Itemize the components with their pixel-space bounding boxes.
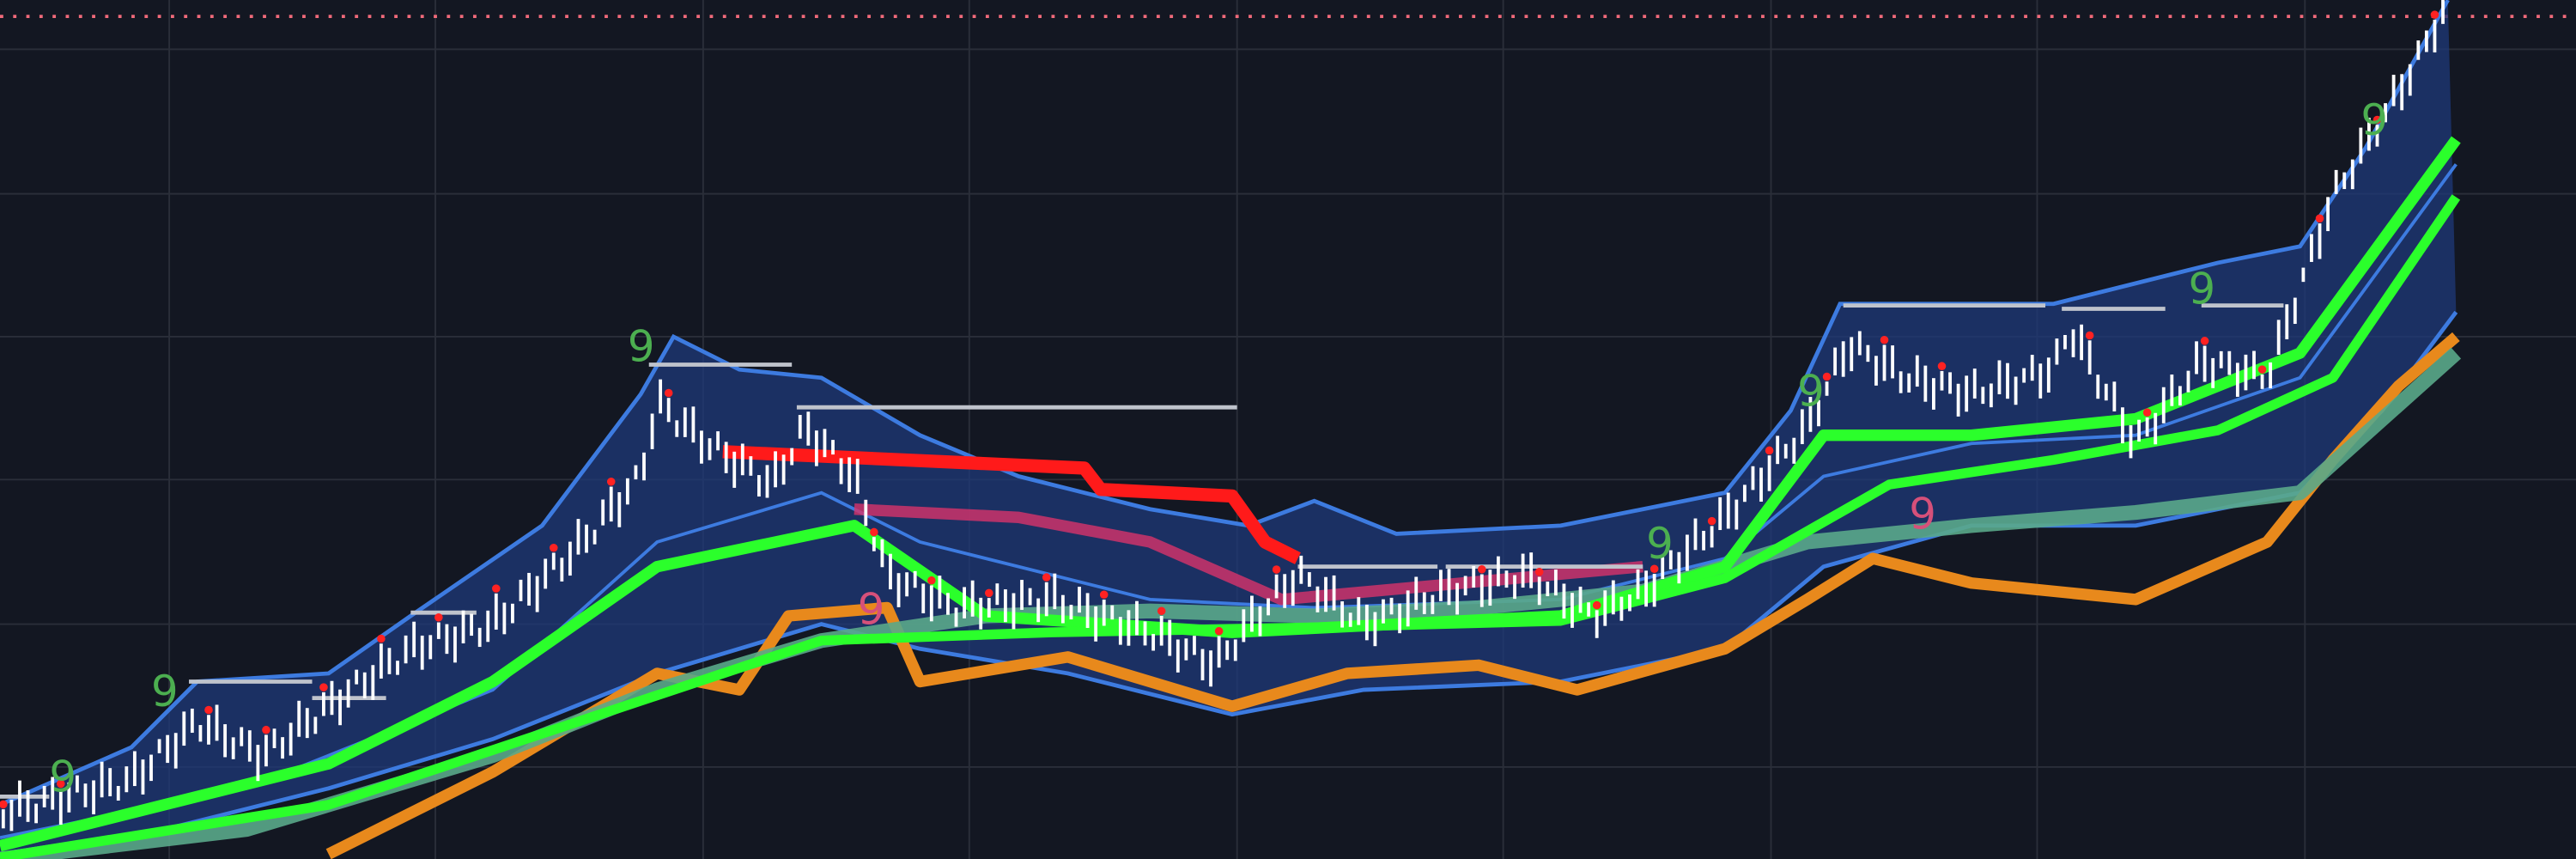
signal-dot — [1937, 362, 1947, 370]
count-marker: 9 — [1797, 366, 1825, 416]
signal-dot — [1765, 446, 1774, 455]
signal-dot — [377, 634, 386, 643]
candles — [0, 0, 2445, 832]
count-marker: 9 — [1646, 519, 1674, 569]
signal-dot — [549, 543, 558, 552]
green-line-2 — [0, 194, 2461, 859]
signal-dot — [1214, 626, 1224, 636]
red-line — [722, 445, 1301, 564]
signal-dot — [2085, 331, 2094, 340]
signal-dot — [57, 779, 65, 789]
signal-dot — [1157, 606, 1166, 616]
signal-dot — [1592, 600, 1601, 610]
signal-dot — [2142, 408, 2152, 417]
signal-dot — [492, 584, 501, 593]
signal-dot — [2200, 337, 2209, 345]
signal-dot — [2315, 214, 2324, 223]
signal-dot — [319, 683, 328, 691]
pink-line — [854, 503, 1643, 606]
count-marker: 9 — [2360, 95, 2388, 145]
signal-dot — [2372, 115, 2382, 125]
signal-dot — [664, 388, 673, 398]
signal-dot — [1534, 567, 1544, 576]
signal-dot — [1880, 335, 1889, 344]
count-marker: 9 — [858, 585, 885, 635]
count-marker: 9 — [49, 752, 76, 802]
signal-dot — [985, 588, 993, 598]
signal-dot — [927, 576, 936, 585]
signal-dot — [1822, 372, 1832, 381]
band-upper — [0, 0, 2450, 807]
signal-dot — [2430, 10, 2439, 19]
signal-dot — [1099, 590, 1109, 600]
band-lower — [0, 310, 2458, 856]
count-marker: 9 — [2188, 265, 2215, 314]
signal-dot — [434, 613, 443, 622]
signal-dot — [204, 705, 213, 715]
signal-dot — [1042, 573, 1051, 582]
signal-dot — [2257, 365, 2267, 374]
signal-dot — [1272, 565, 1281, 574]
signal-dot — [1707, 516, 1716, 526]
signal-dot — [870, 527, 878, 537]
count-marker: 9 — [151, 667, 179, 716]
signal-dot — [1477, 565, 1486, 574]
markers: 9 9 9 9 9 9 9 9 9 — [49, 95, 2388, 802]
signal-dot — [606, 478, 616, 486]
band-fill — [0, 0, 2457, 855]
count-marker: 9 — [628, 322, 655, 372]
count-marker: 9 — [1909, 490, 1936, 539]
signal-dot — [0, 800, 8, 809]
signal-dot — [1649, 564, 1659, 574]
signal-dot — [262, 725, 270, 734]
levels — [0, 303, 2284, 799]
